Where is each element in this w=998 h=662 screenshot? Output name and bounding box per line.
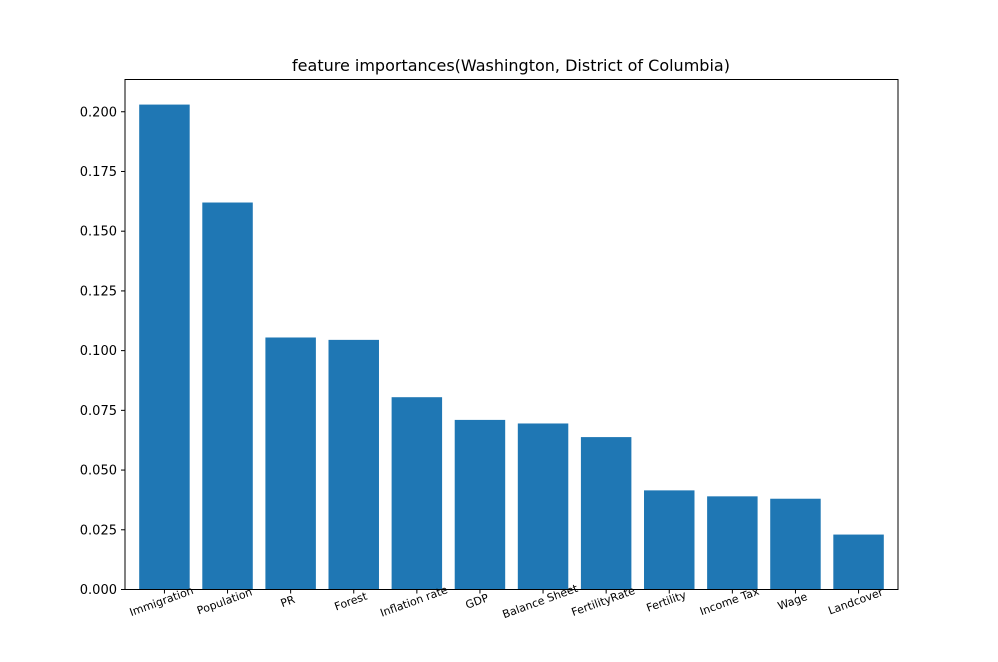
y-tick-label: 0.100 (80, 344, 117, 359)
y-tick-label: 0.050 (80, 464, 117, 479)
bar (202, 202, 253, 590)
y-axis: 0.000 0.025 0.050 0.075 0.100 0.125 0.150 0.175… (80, 105, 125, 598)
y-tick-label: 0.000 (80, 583, 117, 598)
bar (580, 437, 632, 590)
x-tick-label: PR (279, 593, 297, 610)
bar (391, 397, 443, 590)
chart-title: feature importances(Washington, District… (292, 56, 730, 75)
bar (707, 496, 758, 590)
bar (265, 337, 316, 590)
bar (454, 419, 506, 590)
bar (517, 423, 569, 590)
y-tick-label: 0.150 (80, 225, 117, 240)
y-tick-label: 0.175 (80, 165, 117, 180)
bar (139, 104, 190, 590)
y-tick-label: 0.200 (80, 105, 117, 120)
bar (644, 490, 695, 590)
y-tick-label: 0.025 (80, 523, 117, 538)
bar (770, 498, 821, 590)
bar (833, 534, 884, 590)
y-tick-label: 0.075 (80, 404, 117, 419)
bars-layer (139, 104, 884, 590)
plot-frame (124, 79, 899, 590)
y-tick-label: 0.125 (80, 284, 117, 299)
bar (328, 339, 379, 590)
